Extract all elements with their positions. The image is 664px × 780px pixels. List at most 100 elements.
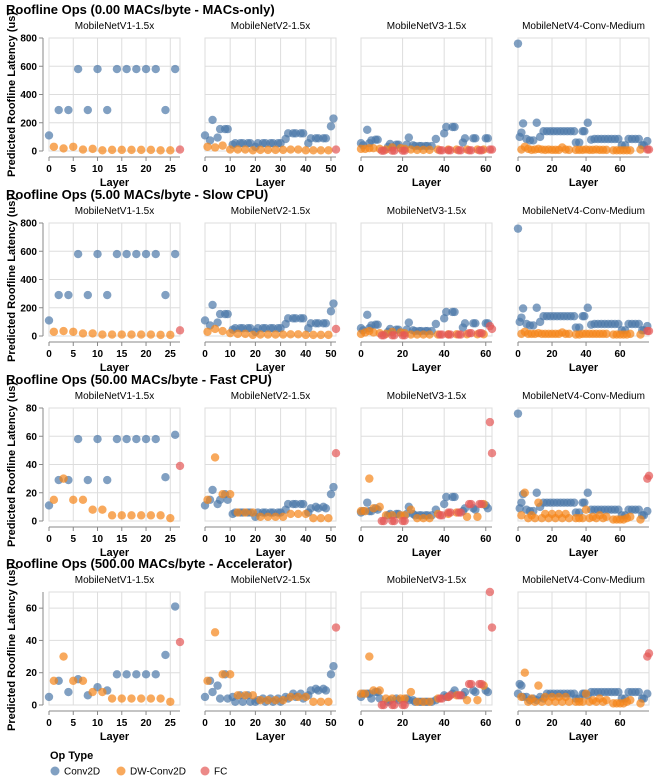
point-dw-conv2d: [530, 513, 540, 523]
x-tick-label: 20: [397, 164, 409, 175]
point-dw-conv2d: [602, 329, 611, 339]
point-conv2d: [471, 687, 480, 697]
point-dw-conv2d: [520, 488, 530, 497]
legend-label-conv2d: Conv2D: [64, 767, 100, 778]
point-fc: [379, 146, 389, 155]
panel-title: MobileNetV4-Conv-Medium: [522, 575, 645, 586]
point-dw-conv2d: [107, 511, 117, 520]
legend-item-fc[interactable]: FC: [200, 766, 228, 778]
panel-mobilenetv4-conv-medium: MobileNetV4-Conv-Medium 0 20 40 60 Layer: [513, 575, 654, 743]
legend-item-conv2d[interactable]: Conv2D: [50, 766, 101, 778]
x-tick-label: 40: [580, 718, 592, 729]
point-dw-conv2d: [117, 330, 126, 339]
x-axis-title: Layer: [569, 547, 599, 559]
point-dw-conv2d: [218, 670, 227, 679]
y-axis-title: Predicted Roofline Latency (us): [6, 566, 18, 731]
point-dw-conv2d: [256, 330, 265, 339]
x-tick-label: 10: [92, 164, 104, 175]
point-dw-conv2d: [626, 146, 635, 155]
point-dw-conv2d: [98, 505, 107, 514]
point-conv2d: [614, 134, 623, 144]
x-tick-label: 30: [275, 718, 287, 729]
point-conv2d: [442, 307, 451, 317]
x-tick-label: 5: [70, 164, 76, 175]
point-conv2d: [73, 249, 83, 259]
point-dw-conv2d: [309, 146, 318, 155]
row-2: Roofline Ops (5.00 MACs/byte - Slow CPU)…: [6, 187, 654, 374]
point-dw-conv2d: [473, 512, 482, 521]
series-conv2d: [44, 430, 180, 510]
series-dw-conv2d: [517, 327, 645, 339]
point-dw-conv2d: [127, 511, 136, 520]
point-fc: [477, 146, 486, 155]
point-conv2d: [575, 323, 584, 332]
point-fc: [175, 637, 185, 647]
point-dw-conv2d: [286, 330, 295, 339]
legend-symbol-dw-conv2d: [116, 766, 126, 776]
point-dw-conv2d: [626, 695, 635, 705]
y-tick-label: 0: [31, 147, 37, 158]
point-conv2d: [161, 290, 170, 300]
series-conv2d: [44, 64, 180, 140]
panel-title: MobileNetV4-Conv-Medium: [522, 391, 645, 402]
point-conv2d: [329, 114, 338, 123]
point-dw-conv2d: [210, 324, 220, 334]
panel-mobilenetv1-1-5x: MobileNetV1-1.5x 0 5 10 15 20 25 Layer 0 20 40 60 80: [26, 391, 185, 559]
panel-title: MobileNetV2-1.5x: [231, 391, 310, 402]
legend-symbol-conv2d: [50, 766, 60, 776]
y-tick-label: 600: [20, 247, 37, 258]
point-fc: [437, 330, 447, 339]
point-dw-conv2d: [581, 505, 591, 514]
point-dw-conv2d: [107, 145, 117, 155]
point-dw-conv2d: [256, 145, 265, 155]
panel-title: MobileNetV4-Conv-Medium: [522, 21, 645, 32]
panel-title: MobileNetV2-1.5x: [231, 21, 310, 32]
point-conv2d: [170, 64, 180, 74]
panel-title: MobileNetV1-1.5x: [75, 21, 154, 32]
point-fc: [446, 508, 455, 517]
point-dw-conv2d: [369, 328, 378, 337]
point-dw-conv2d: [278, 145, 288, 155]
legend-item-dw-conv2d[interactable]: DW-Conv2D: [116, 766, 186, 778]
x-tick-label: 40: [439, 349, 451, 360]
point-dw-conv2d: [233, 145, 242, 154]
point-dw-conv2d: [517, 692, 526, 702]
point-conv2d: [122, 670, 131, 679]
point-dw-conv2d: [564, 513, 574, 523]
row-title: Roofline Ops (5.00 MACs/byte - Slow CPU): [6, 187, 268, 202]
point-conv2d: [532, 488, 541, 497]
point-conv2d: [373, 320, 382, 329]
x-tick-label: 60: [615, 534, 627, 545]
x-tick-label: 30: [275, 164, 287, 175]
point-conv2d: [643, 506, 652, 516]
point-conv2d: [569, 498, 579, 507]
x-tick-label: 15: [116, 164, 128, 175]
point-dw-conv2d: [59, 474, 68, 483]
point-conv2d: [64, 105, 73, 115]
y-tick-label: 20: [26, 488, 38, 499]
x-tick-label: 5: [70, 349, 76, 360]
x-tick-label: 20: [140, 349, 152, 360]
row-1: Roofline Ops (0.00 MACs/byte - MACs-only…: [6, 2, 654, 189]
point-dw-conv2d: [534, 498, 543, 507]
point-dw-conv2d: [218, 141, 227, 150]
y-tick-label: 200: [20, 303, 37, 314]
panel-title: MobileNetV3-1.5x: [387, 21, 466, 32]
point-dw-conv2d: [564, 329, 574, 339]
point-conv2d: [200, 692, 210, 702]
point-dw-conv2d: [381, 694, 391, 703]
point-fc: [485, 417, 495, 427]
x-tick-label: 20: [250, 349, 262, 360]
point-fc: [331, 145, 341, 154]
panel-mobilenetv2-1-5x: MobileNetV2-1.5x 0 10 20 30 40 50 Layer: [200, 21, 341, 189]
point-dw-conv2d: [233, 329, 242, 339]
point-conv2d: [529, 136, 538, 145]
point-dw-conv2d: [233, 691, 242, 700]
point-dw-conv2d: [107, 694, 117, 703]
point-dw-conv2d: [309, 697, 318, 706]
point-dw-conv2d: [294, 330, 303, 339]
panel-mobilenetv2-1-5x: MobileNetV2-1.5x 0 10 20 30 40 50 Layer: [200, 391, 341, 559]
point-dw-conv2d: [324, 146, 333, 155]
point-dw-conv2d: [78, 495, 88, 505]
series-fc: [331, 623, 341, 632]
